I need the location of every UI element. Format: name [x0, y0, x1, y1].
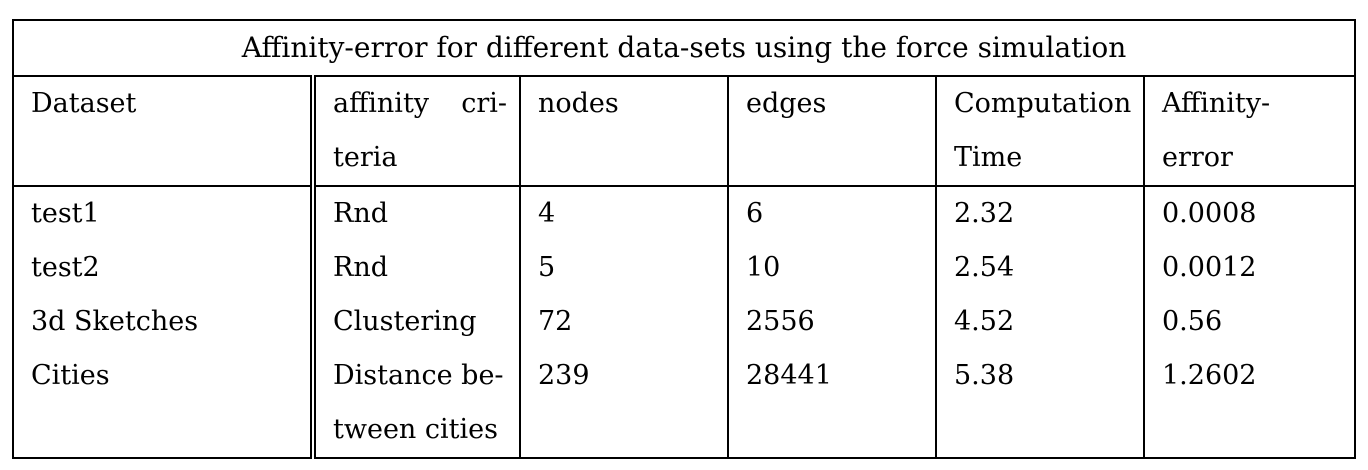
header-affinity-error: Affinity- error [1142, 76, 1357, 187]
cell-criteria-line2: tween cities [333, 414, 498, 445]
cell-dataset: 3d Sketches [12, 295, 316, 349]
table-caption: Affinity-error for different data-sets u… [11, 19, 1357, 77]
cell-criteria: Rnd [312, 241, 521, 295]
header-computation-line1: Computation [954, 88, 1132, 119]
header-affinity-error-line2: error [1162, 142, 1233, 173]
table-row: test1 Rnd 4 6 2.32 0.0008 [12, 186, 1357, 241]
cell-edges: 28441 [727, 349, 937, 459]
header-affinity-error-line1: Affinity- [1162, 88, 1271, 119]
cell-time: 2.54 [935, 241, 1145, 295]
cell-error: 1.2602 [1142, 349, 1357, 459]
cell-nodes-text: 239 [538, 360, 590, 391]
cell-time: 4.52 [935, 295, 1145, 349]
cell-criteria: Clustering [312, 295, 521, 349]
header-affinity-criteria-word1: affinity [333, 88, 430, 119]
table-header-row: Dataset affinity cri- teria nodes edges … [12, 76, 1357, 187]
cell-nodes: 239 [519, 349, 729, 459]
header-affinity-criteria-word2: cri- [461, 88, 507, 119]
header-affinity-criteria-line2: teria [333, 142, 398, 173]
header-edges-label: edges [746, 88, 827, 119]
header-edges: edges [727, 76, 937, 187]
header-dataset-label: Dataset [31, 88, 137, 119]
header-computation-time: Computation Time [935, 76, 1145, 187]
cell-criteria: Distance be- tween cities [312, 349, 521, 459]
cell-time: 5.38 [935, 349, 1145, 459]
cell-error: 0.56 [1142, 295, 1357, 349]
results-table-container: Affinity-error for different data-sets u… [11, 19, 1357, 459]
cell-dataset: Cities [12, 349, 316, 459]
table-row: 3d Sketches Clustering 72 2556 4.52 0.56 [12, 295, 1357, 349]
header-nodes: nodes [519, 76, 729, 187]
table-row: test2 Rnd 5 10 2.54 0.0012 [12, 241, 1357, 295]
table-row: Cities Distance be- tween cities 239 284… [12, 349, 1357, 459]
cell-nodes: 72 [519, 295, 729, 349]
cell-criteria-line1: Distance be- [333, 360, 504, 391]
header-nodes-label: nodes [538, 88, 619, 119]
affinity-error-table: Affinity-error for different data-sets u… [11, 19, 1357, 459]
cell-edges: 6 [727, 186, 937, 241]
cell-nodes: 5 [519, 241, 729, 295]
cell-time-text: 5.38 [954, 360, 1015, 391]
header-computation-line2: Time [954, 142, 1023, 173]
header-affinity-criteria: affinity cri- teria [312, 76, 521, 187]
cell-time: 2.32 [935, 186, 1145, 241]
header-affinity-criteria-line1: affinity cri- [333, 77, 518, 131]
cell-edges: 10 [727, 241, 937, 295]
cell-nodes: 4 [519, 186, 729, 241]
cell-error: 0.0012 [1142, 241, 1357, 295]
cell-edges-text: 28441 [746, 360, 832, 391]
cell-dataset: test2 [12, 241, 316, 295]
table-caption-row: Affinity-error for different data-sets u… [11, 19, 1357, 77]
cell-dataset: test1 [12, 186, 316, 241]
cell-error: 0.0008 [1142, 186, 1357, 241]
cell-criteria: Rnd [312, 186, 521, 241]
header-dataset: Dataset [12, 76, 316, 187]
cell-dataset-text: Cities [31, 360, 110, 391]
cell-edges: 2556 [727, 295, 937, 349]
cell-error-text: 1.2602 [1162, 360, 1257, 391]
